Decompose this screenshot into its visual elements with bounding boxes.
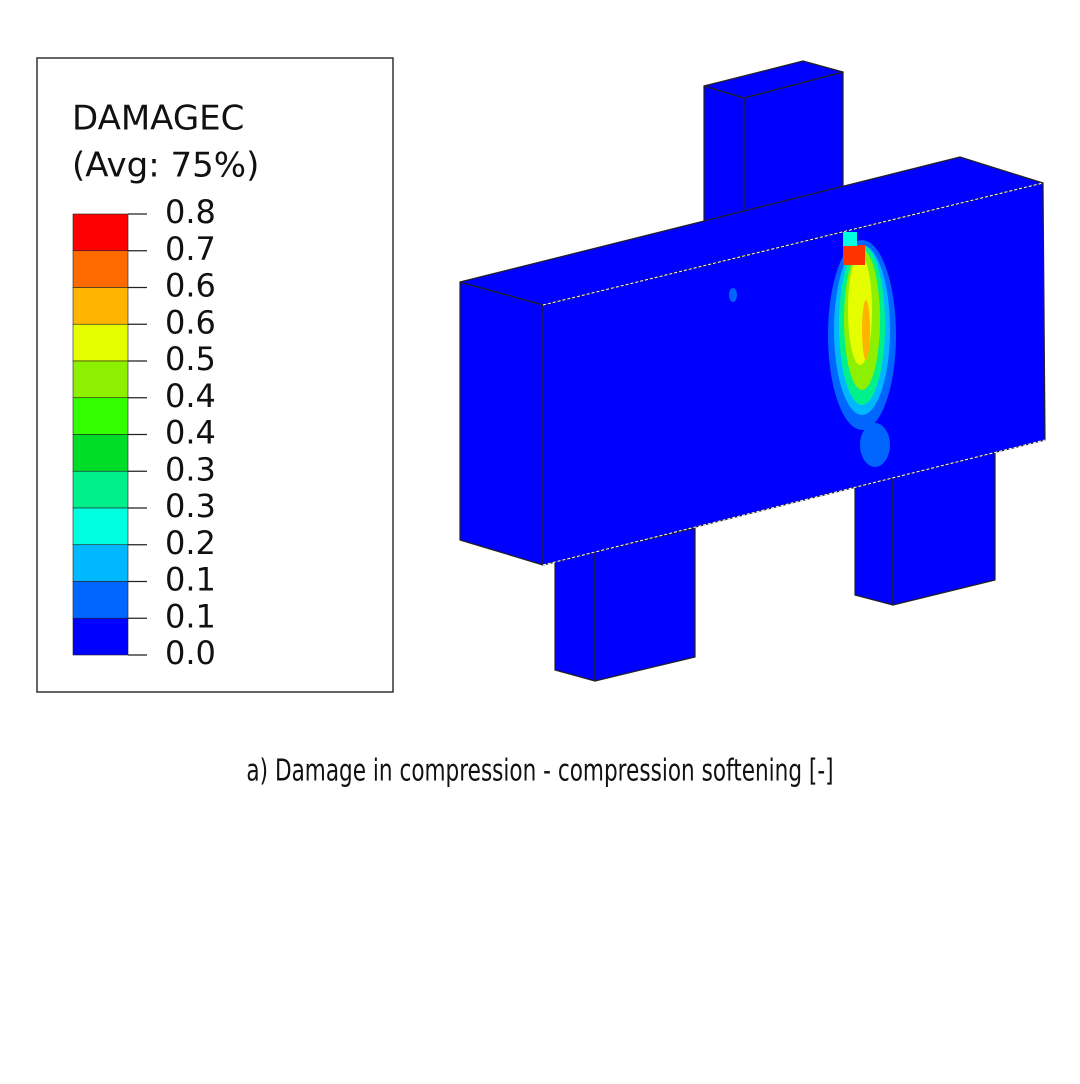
caption: a) Damage in compression - compression s… (246, 754, 833, 788)
color-band (72, 360, 129, 399)
edge-highlight (542, 182, 1044, 306)
model (459, 60, 1046, 682)
color-band (72, 617, 129, 656)
color-band (72, 397, 129, 435)
scale-label: 0.3 (165, 487, 216, 525)
column-top (703, 60, 844, 99)
color-scale: 0.80.70.60.60.50.40.40.30.30.20.10.10.0 (72, 193, 216, 672)
support-side (554, 551, 596, 682)
scale-label: 0.3 (165, 450, 216, 488)
scale-label: 0.6 (165, 303, 216, 341)
scale-label: 0.1 (165, 597, 216, 635)
legend-subtitle: (Avg: 75%) (72, 146, 259, 186)
color-band (72, 434, 129, 472)
scale-label: 0.0 (165, 634, 216, 672)
scale-label: 0.6 (165, 267, 216, 305)
scale-label: 0.8 (165, 193, 216, 231)
damage-zone (729, 232, 896, 467)
color-band (72, 323, 129, 362)
legend-title: DAMAGEC (72, 99, 244, 139)
scale-label: 0.4 (165, 377, 216, 415)
scale-label: 0.1 (165, 561, 216, 599)
scale-label: 0.5 (165, 340, 216, 378)
support-front (594, 527, 696, 682)
color-band (72, 213, 129, 252)
beam-side (459, 281, 544, 566)
scale-label: 0.2 (165, 524, 216, 562)
color-band (72, 250, 129, 288)
color-band (72, 544, 129, 582)
color-band (72, 507, 129, 546)
support-side (854, 475, 894, 606)
color-band (72, 470, 129, 509)
support-front (892, 451, 996, 606)
scale-label: 0.7 (165, 230, 216, 268)
color-band (72, 287, 129, 325)
edge-highlight (542, 439, 1046, 566)
color-band (72, 581, 129, 619)
scale-label: 0.4 (165, 414, 216, 452)
